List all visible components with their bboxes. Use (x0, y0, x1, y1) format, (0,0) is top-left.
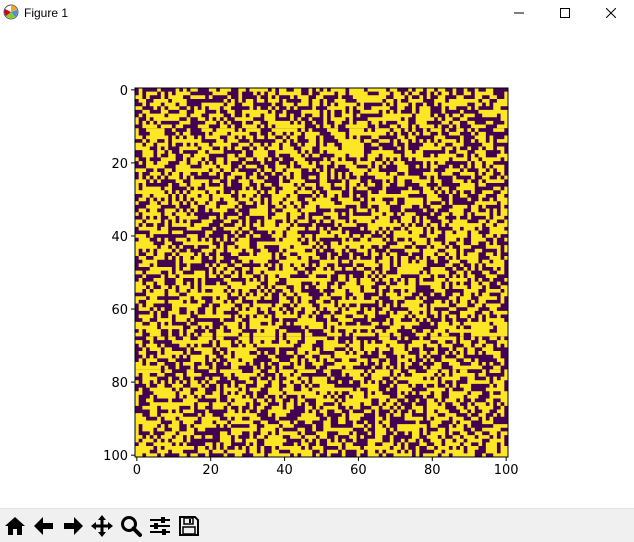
axis-ticks: 0 20 40 60 80 100 0 20 40 60 80 100 (103, 84, 518, 478)
y-tick-label: 60 (111, 303, 128, 318)
matplotlib-icon (3, 4, 19, 20)
y-tick-label: 0 (120, 84, 128, 99)
forward-button[interactable] (58, 512, 87, 541)
y-tick-label: 40 (111, 230, 128, 245)
heatmap-cells (135, 88, 508, 457)
x-tick-label: 80 (424, 463, 441, 478)
x-tick-label: 100 (494, 463, 519, 478)
home-icon (4, 517, 25, 535)
maximize-button[interactable] (542, 0, 588, 26)
close-icon (606, 8, 616, 18)
x-tick-label: 20 (202, 463, 219, 478)
heatmap-plot[interactable]: 0 20 40 60 80 100 0 20 40 60 80 100 (0, 26, 634, 508)
close-button[interactable] (588, 0, 634, 26)
navigation-toolbar (0, 508, 634, 542)
y-tick-label: 100 (103, 449, 128, 464)
home-button[interactable] (0, 512, 29, 541)
pan-button[interactable] (87, 512, 116, 541)
y-tick-label: 20 (111, 157, 128, 172)
maximize-icon (560, 8, 570, 18)
axes-frame (134, 87, 509, 458)
title-bar: Figure 1 (0, 0, 634, 26)
zoom-button[interactable] (116, 512, 145, 541)
back-arrow-icon (33, 517, 53, 535)
heatmap-high-cells (135, 88, 508, 457)
save-button[interactable] (174, 512, 203, 541)
move-icon (90, 515, 113, 537)
save-icon (178, 516, 199, 536)
forward-arrow-icon (63, 517, 83, 535)
minimize-button[interactable] (496, 0, 542, 26)
x-tick-label: 0 (133, 463, 141, 478)
x-tick-label: 40 (276, 463, 293, 478)
y-tick-label: 80 (111, 376, 128, 391)
sliders-icon (149, 517, 170, 535)
figure-canvas[interactable]: 0 20 40 60 80 100 0 20 40 60 80 100 (0, 26, 634, 508)
x-tick-label: 60 (350, 463, 367, 478)
configure-subplots-button[interactable] (145, 512, 174, 541)
back-button[interactable] (29, 512, 58, 541)
minimize-icon (514, 12, 524, 14)
zoom-icon (120, 516, 142, 537)
window-title: Figure 1 (24, 6, 69, 20)
